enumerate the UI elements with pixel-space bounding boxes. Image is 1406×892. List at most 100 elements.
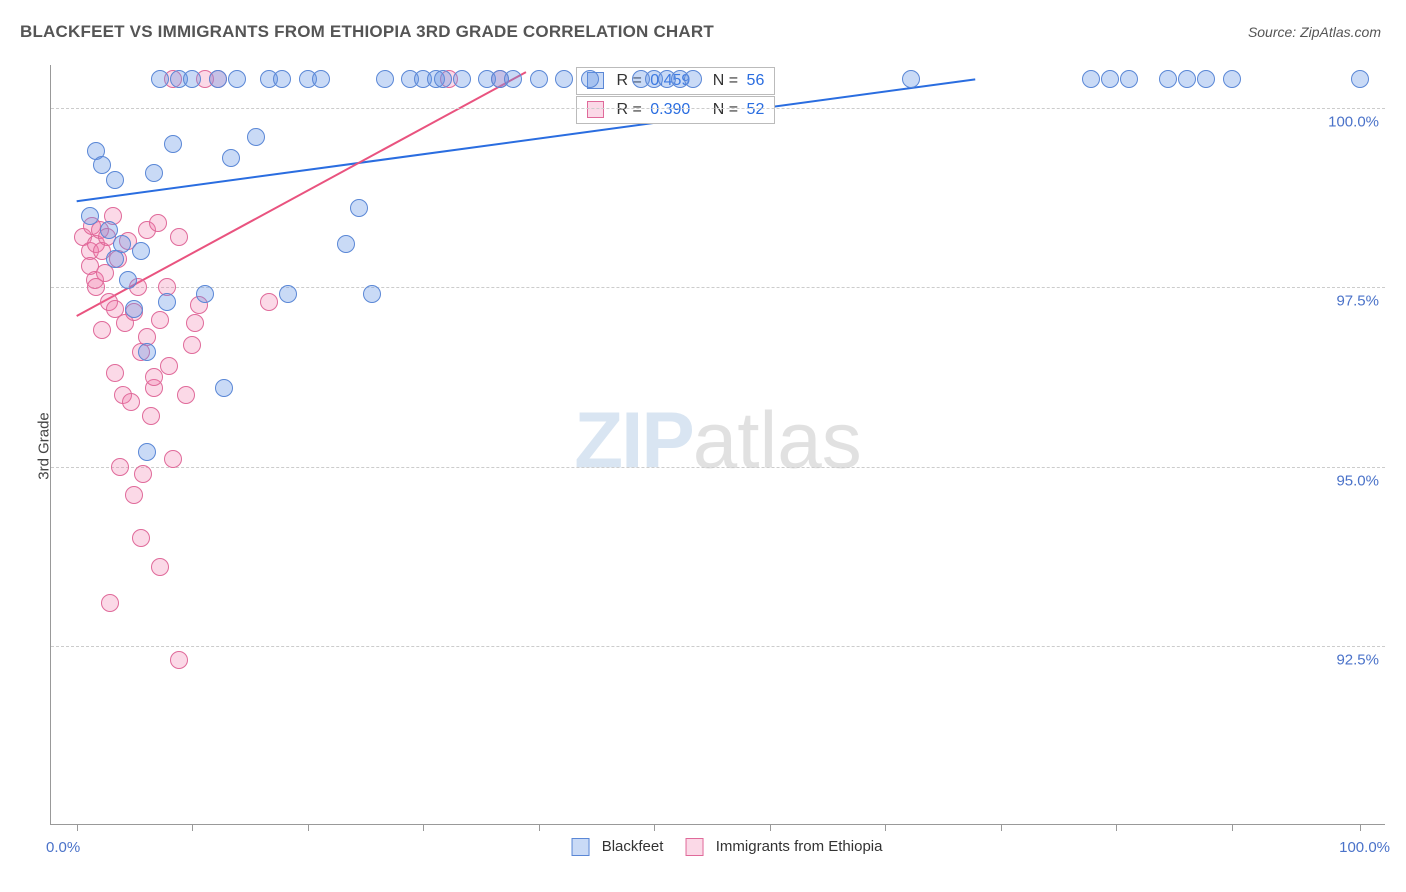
data-point-a [1223,70,1241,88]
data-point-b [132,529,150,547]
x-max-label: 100.0% [1339,839,1390,856]
x-tick [539,824,540,831]
n-value-b: 52 [747,101,765,118]
legend-label-a: Blackfeet [602,838,664,855]
data-point-a [273,70,291,88]
data-point-a [350,199,368,217]
data-point-b [134,465,152,483]
trend-line-a [77,79,976,201]
y-tick-label: 92.5% [1336,651,1379,668]
swatch-series-b [587,101,604,118]
data-point-a [337,235,355,253]
x-tick [192,824,193,831]
plot-area: ZIPatlas R = 0.459 N = 56 R = 0.390 N = … [50,65,1385,825]
watermark: ZIPatlas [574,394,861,486]
data-point-b [145,368,163,386]
data-point-a [530,70,548,88]
data-point-a [164,135,182,153]
n-value-a: 56 [747,72,765,89]
x-tick [1232,824,1233,831]
x-tick [1360,824,1361,831]
data-point-a [81,207,99,225]
y-tick-label: 97.5% [1336,293,1379,310]
data-point-b [177,386,195,404]
data-point-a [222,149,240,167]
x-tick [423,824,424,831]
data-point-a [1197,70,1215,88]
legend-swatch-b [686,838,704,856]
data-point-b [260,293,278,311]
x-min-label: 0.0% [46,839,80,856]
data-point-a [158,293,176,311]
data-point-b [170,651,188,669]
data-point-a [684,70,702,88]
data-point-b [101,594,119,612]
data-point-a [119,271,137,289]
chart-title: BLACKFEET VS IMMIGRANTS FROM ETHIOPIA 3R… [20,22,714,42]
gridline [51,287,1385,288]
data-point-a [376,70,394,88]
data-point-a [215,379,233,397]
data-point-a [1101,70,1119,88]
data-point-b [122,393,140,411]
data-point-a [138,343,156,361]
x-tick [308,824,309,831]
stats-box-series-b: R = 0.390 N = 52 [576,96,775,124]
watermark-atlas: atlas [693,395,862,484]
data-point-a [145,164,163,182]
source-attribution: Source: ZipAtlas.com [1248,24,1381,40]
data-point-a [209,70,227,88]
data-point-a [581,70,599,88]
data-point-b [183,336,201,354]
data-point-b [151,558,169,576]
y-tick-label: 95.0% [1336,472,1379,489]
y-tick-label: 100.0% [1328,114,1379,131]
x-tick [885,824,886,831]
data-point-a [1159,70,1177,88]
r-value-b: 0.390 [650,101,690,118]
legend-label-b: Immigrants from Ethiopia [716,838,883,855]
n-label: N = [713,101,738,118]
data-point-b [160,357,178,375]
x-tick [1116,824,1117,831]
data-point-a [279,285,297,303]
data-point-a [1178,70,1196,88]
data-point-a [434,70,452,88]
data-point-a [183,70,201,88]
data-point-b [164,450,182,468]
gridline [51,467,1385,468]
data-point-b [186,314,204,332]
data-point-b [106,364,124,382]
data-point-a [902,70,920,88]
data-point-a [196,285,214,303]
data-point-a [132,242,150,260]
data-point-b [151,311,169,329]
x-tick [77,824,78,831]
data-point-a [312,70,330,88]
data-point-a [1120,70,1138,88]
data-point-a [453,70,471,88]
data-point-a [1082,70,1100,88]
data-point-a [555,70,573,88]
x-tick [770,824,771,831]
data-point-a [151,70,169,88]
data-point-b [111,458,129,476]
watermark-zip: ZIP [574,395,692,484]
data-point-b [170,228,188,246]
data-point-b [142,407,160,425]
data-point-b [93,321,111,339]
data-point-a [113,235,131,253]
data-point-a [504,70,522,88]
data-point-a [1351,70,1369,88]
trend-lines [51,65,1385,824]
gridline [51,646,1385,647]
x-tick [1001,824,1002,831]
data-point-b [125,486,143,504]
data-point-a [247,128,265,146]
legend-swatch-a [572,838,590,856]
x-tick [654,824,655,831]
data-point-a [125,300,143,318]
data-point-a [228,70,246,88]
r-label: R = [616,101,641,118]
n-label: N = [713,72,738,89]
